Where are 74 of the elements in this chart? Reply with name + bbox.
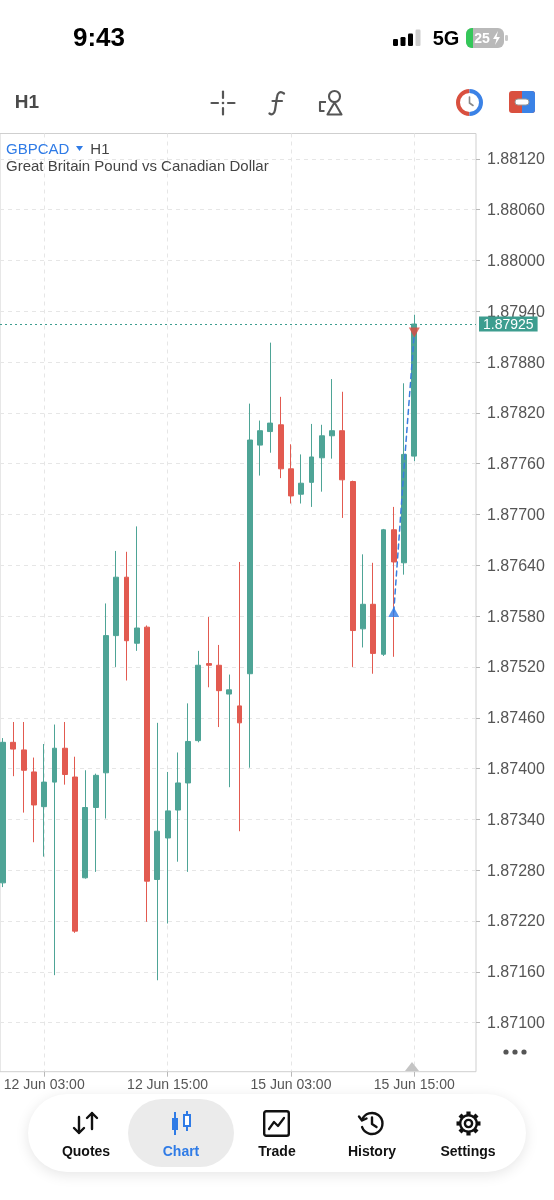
candlestick <box>381 528 386 657</box>
candlestick <box>0 737 6 888</box>
candlestick <box>195 650 201 743</box>
text: H1 <box>14 91 40 113</box>
candlestick <box>401 382 407 576</box>
y-tick-label: 1.87160 <box>487 963 545 981</box>
x-tick-label: 15 Jun 15:00 <box>373 1075 455 1092</box>
candlestick <box>360 553 366 648</box>
y-tick-label: 1.87640 <box>487 556 545 574</box>
candlestick <box>82 769 88 880</box>
y-tick-label: 1.87580 <box>487 607 545 625</box>
candlestick <box>103 602 109 820</box>
candlestick <box>319 424 325 493</box>
text: Great Britain Pound vs Canadian Dollar <box>6 157 269 174</box>
text: 25 <box>474 30 490 46</box>
x-tick-label: 15 Jun 03:00 <box>250 1075 332 1092</box>
y-tick-label: 1.87520 <box>487 658 545 676</box>
text: Trade <box>258 1143 296 1159</box>
y-tick-label: 1.88060 <box>487 201 545 219</box>
candlestick <box>226 674 232 788</box>
candlestick <box>257 420 263 477</box>
y-tick-label: 1.88120 <box>487 150 545 168</box>
y-tick-label: 1.87880 <box>487 353 545 371</box>
candlestick <box>154 722 160 981</box>
text: 5G <box>432 26 460 50</box>
candlestick <box>288 443 294 505</box>
y-tick-label: 1.87460 <box>487 709 545 727</box>
text: Quotes <box>61 1143 111 1159</box>
y-tick-label: 1.87400 <box>487 760 545 778</box>
x-tick-label: 12 Jun 03:00 <box>3 1075 85 1092</box>
candlestick <box>31 757 37 843</box>
candlestick <box>267 342 273 454</box>
candlestick <box>237 561 242 832</box>
candlestick <box>411 314 417 462</box>
candlestick <box>391 506 397 658</box>
candlestick <box>52 724 57 976</box>
candlestick <box>350 480 356 668</box>
text: Chart <box>162 1143 200 1159</box>
y-tick-label: 1.88000 <box>487 252 545 270</box>
y-tick-label: 1.87100 <box>487 1014 545 1032</box>
y-tick-label: 1.87340 <box>487 810 545 828</box>
chart-title: GBPCAD <box>6 139 70 157</box>
candlestick <box>93 773 99 873</box>
text: 9:43 <box>72 21 126 53</box>
candlestick <box>124 551 129 681</box>
candlestick <box>329 378 335 460</box>
candlestick <box>144 624 150 923</box>
candlestick <box>134 525 140 652</box>
candlestick <box>41 743 47 858</box>
candlestick <box>370 562 376 675</box>
candlestick <box>175 751 181 863</box>
x-tick-label: 12 Jun 15:00 <box>127 1075 209 1092</box>
candlestick <box>185 702 191 873</box>
candlestick <box>309 423 314 508</box>
candlestick <box>216 644 222 728</box>
y-tick-label: 1.87700 <box>487 506 545 524</box>
candlestick <box>339 391 345 519</box>
candlestick <box>62 721 68 786</box>
y-tick-label: 1.87220 <box>487 912 545 930</box>
candlestick <box>278 396 284 479</box>
candlestick <box>247 403 253 769</box>
y-tick-label: 1.87820 <box>487 404 545 422</box>
candlestick <box>206 616 212 688</box>
candlestick <box>21 721 27 814</box>
candlestick <box>165 771 171 925</box>
text: History <box>347 1143 397 1159</box>
candlestick <box>113 550 119 668</box>
candlestick <box>72 756 78 934</box>
annotation: H1 <box>90 139 110 157</box>
candlestick <box>298 453 304 505</box>
y-tick-label: 1.87760 <box>487 455 545 473</box>
text: Settings <box>440 1143 496 1159</box>
y-tick-label: 1.87280 <box>487 861 545 879</box>
candlestick <box>10 721 16 777</box>
